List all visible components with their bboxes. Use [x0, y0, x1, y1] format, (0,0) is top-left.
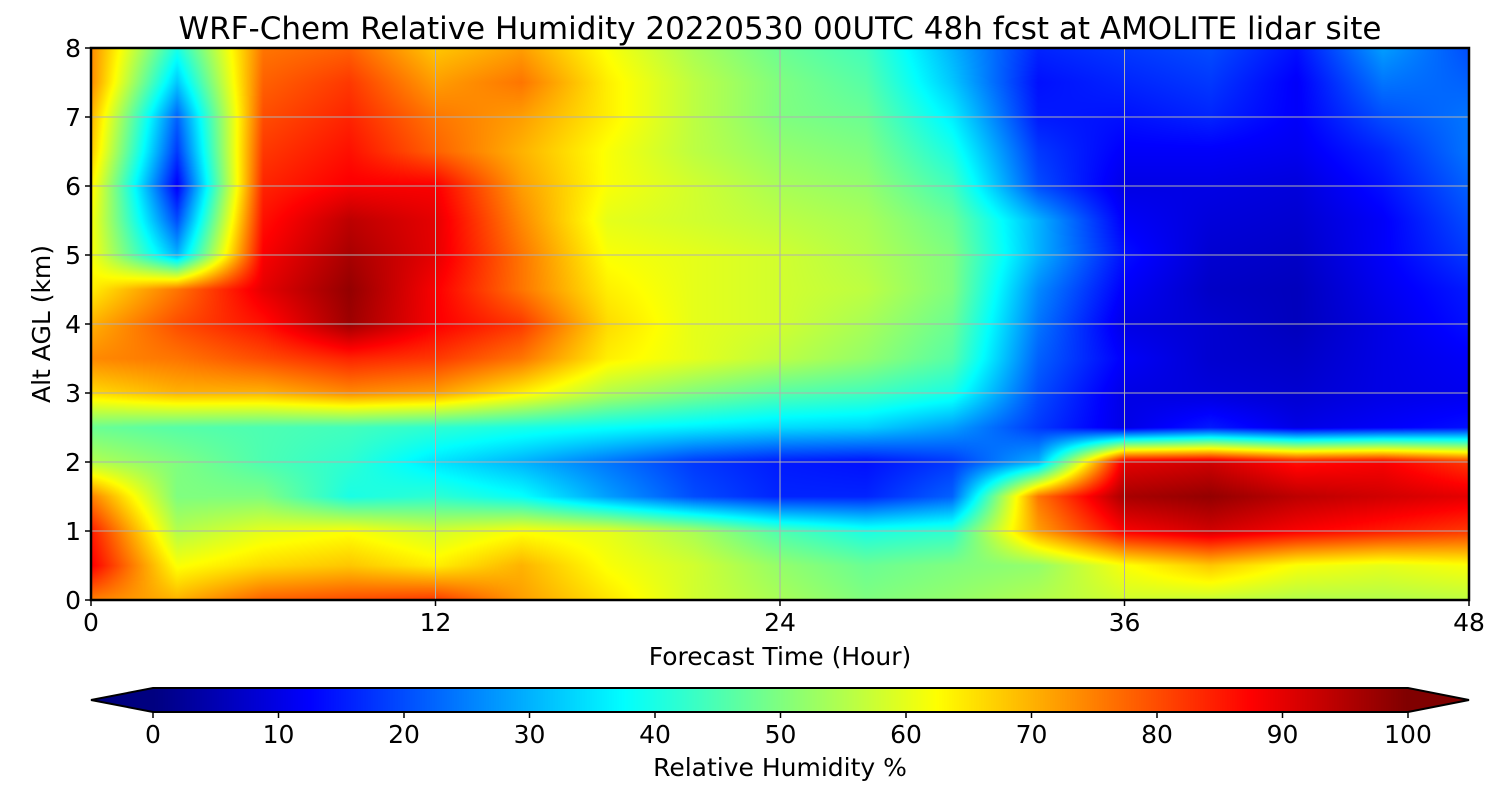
- colorbar-min-extension: [91, 688, 153, 712]
- colorbar-tick-label: 60: [890, 720, 922, 749]
- colorbar-tick-label: 10: [263, 720, 295, 749]
- colorbar-ticks: 0 10 20 30 40 50 60 70 80 90 100: [145, 712, 1432, 749]
- chart-title: WRF-Chem Relative Humidity 20220530 00UT…: [178, 11, 1381, 47]
- x-tick-label: 0: [83, 608, 99, 637]
- colorbar-tick-label: 30: [514, 720, 546, 749]
- x-axis-ticks: 0 12 24 36 48: [83, 600, 1485, 637]
- y-tick-label: 8: [65, 34, 81, 63]
- colorbar-tick-label: 100: [1384, 720, 1432, 749]
- colorbar-tick-label: 50: [765, 720, 797, 749]
- x-tick-label: 48: [1453, 608, 1485, 637]
- y-tick-label: 3: [65, 379, 81, 408]
- x-tick-label: 24: [764, 608, 796, 637]
- y-tick-label: 1: [65, 517, 81, 546]
- colorbar-tick-label: 40: [639, 720, 671, 749]
- rh-heatmap: [91, 48, 1469, 600]
- y-tick-label: 0: [65, 586, 81, 615]
- x-axis-label: Forecast Time (Hour): [649, 642, 912, 671]
- colorbar-max-extension: [1408, 688, 1469, 712]
- colorbar-tick-label: 70: [1016, 720, 1048, 749]
- y-tick-label: 2: [65, 448, 81, 477]
- colorbar-tick-label: 0: [145, 720, 161, 749]
- colorbar-tick-label: 90: [1267, 720, 1299, 749]
- colorbar-tick-label: 20: [388, 720, 420, 749]
- y-tick-label: 6: [65, 172, 81, 201]
- y-axis-label: Alt AGL (km): [27, 245, 56, 403]
- colorbar-gradient: [153, 688, 1408, 712]
- y-tick-label: 5: [65, 241, 81, 270]
- y-tick-label: 7: [65, 103, 81, 132]
- y-axis-ticks: 0 1 2 3 4 5 6 7 8: [65, 34, 91, 615]
- colorbar-label: Relative Humidity %: [653, 753, 907, 782]
- x-tick-label: 36: [1109, 608, 1141, 637]
- y-tick-label: 4: [65, 310, 81, 339]
- colorbar-tick-label: 80: [1141, 720, 1173, 749]
- x-tick-label: 12: [420, 608, 452, 637]
